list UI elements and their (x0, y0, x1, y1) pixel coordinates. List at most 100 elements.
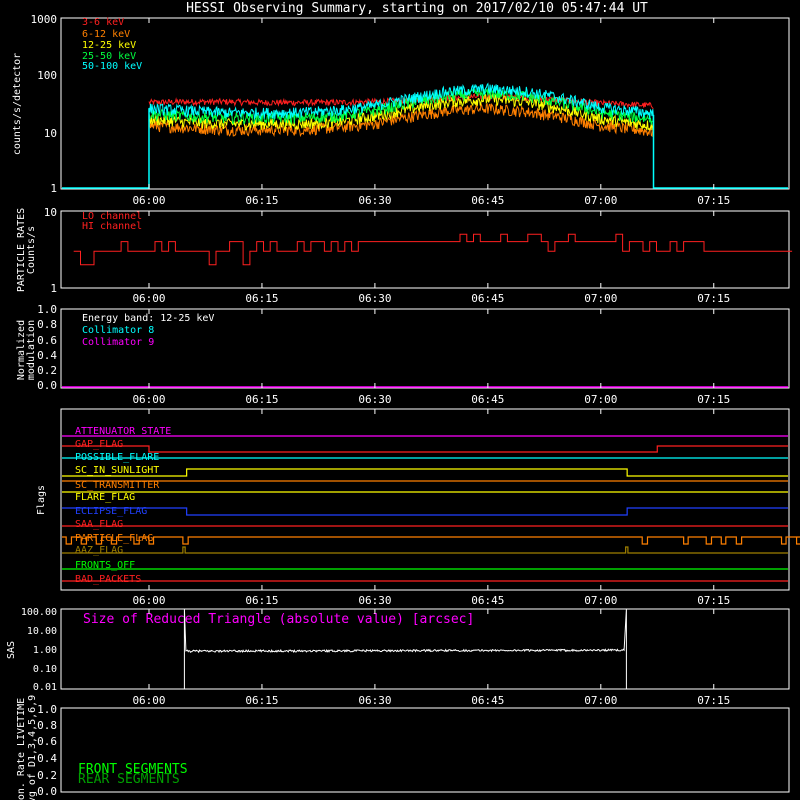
xtick-label: 06:30 (358, 292, 391, 305)
flag-label-gap-flag: GAP_FLAG (75, 439, 123, 450)
panel2-ytick-10: 10 (44, 206, 57, 219)
panel6-ylabel-1: Mon. Rate LIVETIME (16, 698, 27, 800)
panel6-ytick-06: 0.6 (37, 735, 57, 748)
xtick-label: 06:30 (358, 694, 391, 707)
panel5-ytick-1000: 10.00 (27, 626, 57, 637)
xtick-label: 07:00 (584, 194, 617, 207)
panel6-ytick-04: 0.4 (37, 752, 57, 765)
xtick-label: 06:15 (245, 292, 278, 305)
legend-25-50-kev: 25-50 keV (82, 51, 136, 62)
xtick-label: 07:15 (697, 393, 730, 406)
xtick-label: 06:00 (132, 194, 165, 207)
flag-label-bad-packets: BAD_PACKETS (75, 574, 141, 585)
flag-label-possible-flare: POSSIBLE_FLARE (75, 452, 159, 463)
panel3-ylabel-1: Normalized (16, 320, 27, 380)
xtick-label: 06:15 (245, 694, 278, 707)
panel2-ylabel-1: PARTICLE RATES (16, 208, 27, 292)
panel5-ytick-10000: 100.00 (21, 607, 57, 618)
panel5-ytick-010: 0.10 (33, 664, 57, 675)
panel-modulation: Normalized modulation 0.0 0.2 0.4 0.6 0.… (16, 303, 790, 392)
panel4-xticks: 06:00 06:15 06:30 06:45 07:00 07:15 (132, 409, 730, 607)
panel3-ytick-04: 0.4 (37, 349, 57, 362)
panel1-ylabel: counts/s/detector (12, 53, 23, 155)
flag-line-gap-flag (62, 445, 788, 453)
flag-line-particle-flag (62, 536, 800, 545)
xtick-label: 07:00 (584, 292, 617, 305)
legend-6-12-kev: 6-12 keV (82, 29, 130, 40)
panel4-frame (60, 408, 790, 591)
sas-annotation: Size of Reduced Triangle (absolute value… (83, 612, 474, 627)
xtick-label: 06:30 (358, 594, 391, 607)
sas-triangle-line (183, 608, 627, 689)
panel3-ytick-02: 0.2 (37, 364, 57, 377)
panel-livetime: Mon. Rate LIVETIME avg of D1,3,4,5,6,9 0… (16, 695, 790, 800)
flag-label-aaz-flag: AAZ_FLAG (75, 545, 123, 556)
panel-count-rates: counts/s/detector 1 10 100 1000 3-6 keV … (12, 13, 790, 195)
panel3-yticks: 0.0 0.2 0.4 0.6 0.8 1.0 (37, 303, 57, 392)
series-6-12-kev (148, 102, 654, 138)
legend-rear-segments: REAR SEGMENTS (78, 772, 180, 787)
flag-label-saa-flag: SAA_FLAG (75, 519, 123, 530)
panel1-legend: 3-6 keV 6-12 keV 12-25 keV 25-50 keV 50-… (82, 17, 142, 72)
panel5-ytick-100: 1.00 (33, 645, 57, 656)
panel6-ytick-08: 0.8 (37, 719, 57, 732)
panel3-ytick-08: 0.8 (37, 318, 57, 331)
flag-line-eclipse-flag (62, 507, 788, 516)
flag-label-sc-transmitter: SC_TRANSMITTER (75, 480, 160, 491)
panel1-ytick-10: 10 (44, 127, 57, 140)
panel2-ylabel-2: Counts/s (26, 226, 37, 274)
xtick-label: 07:15 (697, 694, 730, 707)
panel1-ytick-100: 100 (37, 69, 57, 82)
legend-50-100-kev: 50-100 keV (82, 61, 142, 72)
panel6-ytick-0: 0.0 (37, 785, 57, 798)
xtick-label: 06:45 (471, 694, 504, 707)
xtick-label: 06:15 (245, 194, 278, 207)
panel5-ylabel: SAS (6, 641, 17, 659)
panel6-frame (60, 707, 790, 793)
panel-flags: Flags ATTENUATOR_STATE GAP_FLAG POSSIBLE_F… (36, 408, 800, 591)
legend-hi-channel: HI channel (82, 221, 142, 232)
flag-label-attenuator-state: ATTENUATOR_STATE (75, 426, 171, 437)
xtick-label: 07:15 (697, 292, 730, 305)
panel5-frame (60, 608, 790, 690)
panel3-ytick-06: 0.6 (37, 334, 57, 347)
legend-collimator-8: Collimator 8 (82, 325, 154, 336)
flag-label-particle-flag: PARTICLE_FLAG (75, 533, 153, 544)
panel-sas: SAS 0.01 0.10 1.00 10.00 100.00 Size of … (6, 607, 790, 693)
chart-title: HESSI Observing Summary, starting on 201… (186, 1, 648, 16)
flag-label-eclipse-flag: ECLIPSE_FLAG (75, 506, 147, 517)
panel3-ytick-0: 0.0 (37, 379, 57, 392)
legend-3-6-kev: 3-6 keV (82, 17, 124, 28)
panel6-ylabel-2: avg of D1,3,4,5,6,9 (27, 695, 38, 800)
xtick-label: 06:45 (471, 292, 504, 305)
flag-rows: ATTENUATOR_STATE GAP_FLAG POSSIBLE_FLARE SC… (62, 426, 800, 585)
legend-energy-band: Energy band: 12-25 keV (82, 313, 214, 324)
xtick-label: 06:45 (471, 194, 504, 207)
panel2-xticks: 06:00 06:15 06:30 06:45 07:00 07:15 (132, 211, 730, 305)
panel3-frame (60, 308, 790, 389)
panel1-ytick-1000: 1000 (31, 13, 58, 26)
flag-line-sc-in-sunlight (62, 468, 788, 477)
xtick-label: 07:15 (697, 194, 730, 207)
panel5-ytick-001: 0.01 (33, 682, 57, 693)
flag-label-flare-flag: FLARE_FLAG (75, 492, 135, 503)
panel2-ytick-1: 1 (50, 282, 57, 295)
panel2-frame (60, 210, 790, 289)
panel4-ylabel: Flags (36, 485, 47, 515)
legend-collimator-9: Collimator 9 (82, 337, 154, 348)
xtick-label: 06:15 (245, 594, 278, 607)
xtick-label: 06:45 (471, 393, 504, 406)
flag-label-fronts-off: FRONTS_OFF (75, 560, 135, 571)
xtick-label: 06:45 (471, 594, 504, 607)
series-50-100-kev (148, 82, 654, 121)
panel1-ytick-1: 1 (50, 182, 57, 195)
flag-line-aaz-flag (62, 546, 788, 554)
xtick-label: 07:00 (584, 393, 617, 406)
xtick-label: 06:30 (358, 194, 391, 207)
panel3-ytick-10: 1.0 (37, 303, 57, 316)
panel3-xticks: 06:00 06:15 06:30 06:45 07:00 07:15 (132, 309, 730, 406)
panel6-ytick-02: 0.2 (37, 769, 57, 782)
flag-label-sc-in-sunlight: SC_IN_SUNLIGHT (75, 465, 159, 476)
